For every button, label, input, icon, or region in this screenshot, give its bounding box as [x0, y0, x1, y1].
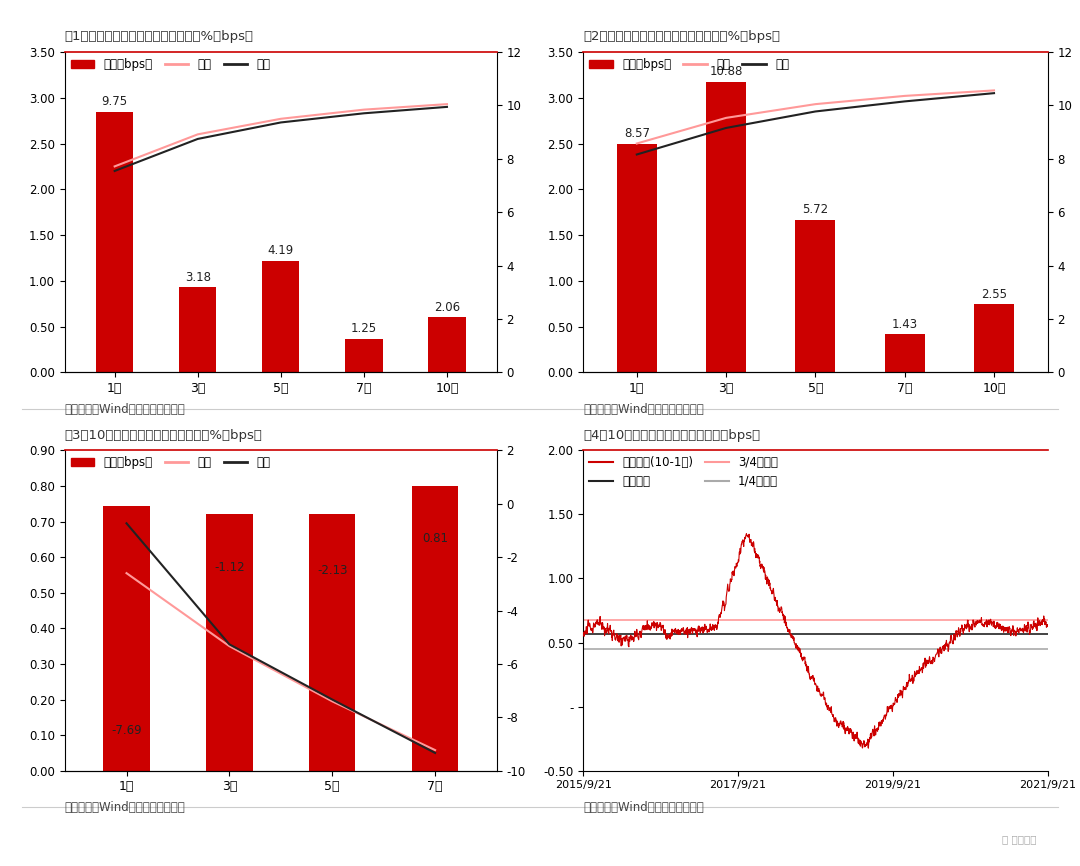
Bar [974, 304, 1014, 372]
Bar [411, 486, 458, 771]
Legend: 期限利差(10-1年), 历史均值, 3/4分位数, 1/4分位数: 期限利差(10-1年), 历史均值, 3/4分位数, 1/4分位数 [589, 456, 778, 488]
Text: 0.81: 0.81 [422, 533, 448, 546]
Text: 资料来源：Wind，中信证券研究部: 资料来源：Wind，中信证券研究部 [65, 403, 186, 416]
Text: 资料来源：Wind，中信证券研究部: 资料来源：Wind，中信证券研究部 [583, 403, 704, 416]
Bar [104, 506, 150, 771]
Text: 4.19: 4.19 [268, 244, 294, 257]
Text: 图3：10年期国债期限利差本周变化（%，bps）: 图3：10年期国债期限利差本周变化（%，bps） [65, 429, 262, 442]
Bar [206, 514, 253, 771]
Legend: 变化（bps）, 本周, 上周: 变化（bps）, 本周, 上周 [70, 58, 271, 71]
Text: 3.18: 3.18 [185, 271, 211, 284]
Text: 图1：本周利率债收益率变化：国债（%，bps）: 图1：本周利率债收益率变化：国债（%，bps） [65, 30, 254, 43]
Text: -7.69: -7.69 [111, 725, 141, 738]
Text: 10.88: 10.88 [710, 65, 743, 78]
Text: 图2：本周利率债收益率变化：国开债（%，bps）: 图2：本周利率债收益率变化：国开债（%，bps） [583, 30, 780, 43]
Text: 图4：10年期国债期限利差历史走势（bps）: 图4：10年期国债期限利差历史走势（bps） [583, 429, 760, 442]
Bar [309, 514, 355, 771]
Text: 资料来源：Wind，中信证券研究部: 资料来源：Wind，中信证券研究部 [65, 801, 186, 814]
Bar [795, 220, 836, 372]
Text: -1.12: -1.12 [214, 560, 245, 573]
Text: -2.13: -2.13 [316, 565, 348, 578]
Text: 5.72: 5.72 [802, 203, 828, 216]
Bar [429, 317, 465, 372]
Text: 2.55: 2.55 [981, 288, 1007, 301]
Text: 🌙 明晰笔谈: 🌙 明晰笔谈 [1002, 834, 1037, 844]
Bar [885, 334, 924, 372]
Text: 8.57: 8.57 [624, 127, 650, 140]
Bar [617, 144, 657, 372]
Bar [706, 82, 746, 372]
Text: 2.06: 2.06 [434, 301, 460, 313]
Text: 9.75: 9.75 [102, 95, 127, 108]
Text: 1.43: 1.43 [892, 318, 918, 331]
Text: 资料来源：Wind，中信证券研究部: 资料来源：Wind，中信证券研究部 [583, 801, 704, 814]
Bar [262, 261, 299, 372]
Bar [346, 339, 382, 372]
Bar [179, 288, 216, 372]
Legend: 变化（bps）, 本周, 上周: 变化（bps）, 本周, 上周 [70, 456, 271, 469]
Legend: 变化（bps）, 本周, 上周: 变化（bps）, 本周, 上周 [589, 58, 789, 71]
Text: 1.25: 1.25 [351, 322, 377, 335]
Bar [96, 112, 133, 372]
